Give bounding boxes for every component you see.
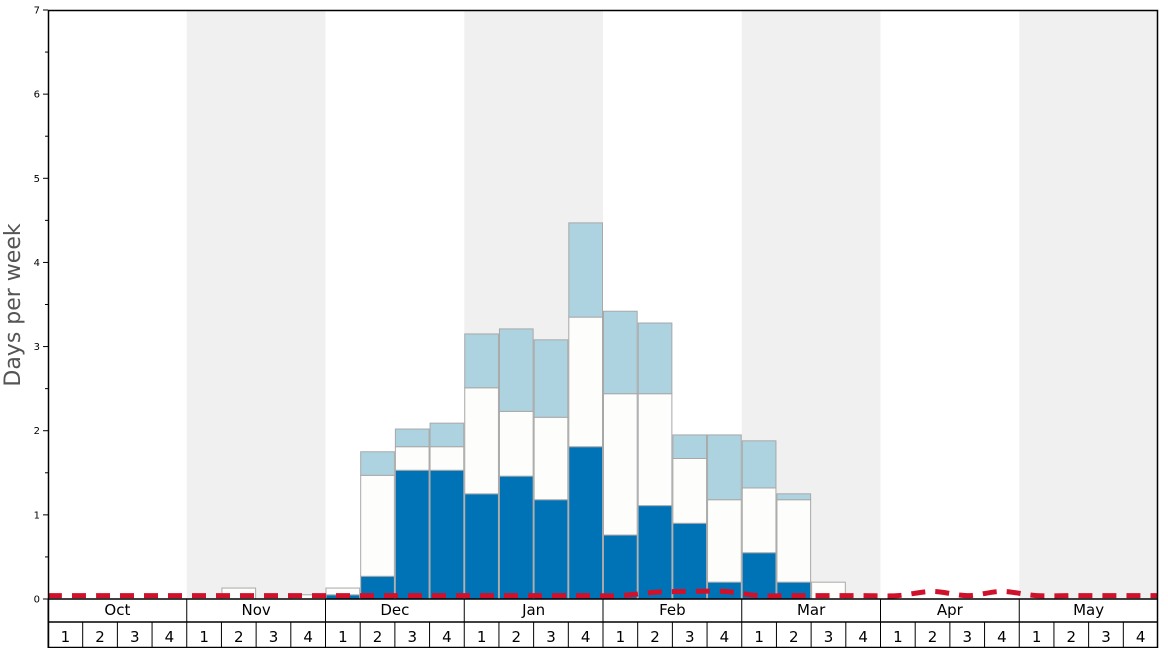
week-label: 2 bbox=[373, 628, 383, 646]
bar-segment-light bbox=[429, 422, 465, 448]
bar-segment-light bbox=[707, 434, 742, 501]
y-tick-label: 0 bbox=[34, 595, 40, 606]
week-label: 1 bbox=[477, 628, 487, 646]
week-label: 3 bbox=[407, 628, 417, 646]
bar-segment-light bbox=[603, 310, 638, 395]
bar-segment-light bbox=[776, 493, 812, 501]
week-label: 4 bbox=[303, 628, 313, 646]
bar-segment-light bbox=[741, 440, 777, 489]
week-label: 1 bbox=[893, 628, 903, 646]
x-axis: Oct Nov Dec Jan Feb Mar Apr May 1 2 3 4 1 2 3 4 1 2 3 4 1 2 3 4… bbox=[47, 598, 1158, 648]
bar-segment-light bbox=[360, 451, 395, 476]
stacked-bars bbox=[221, 222, 846, 600]
week-label: 2 bbox=[928, 628, 938, 646]
y-tick-label: 7 bbox=[34, 6, 40, 17]
bar-segment-dark bbox=[533, 499, 569, 600]
bar-segment-light bbox=[394, 428, 430, 448]
week-label: 1 bbox=[61, 628, 71, 646]
week-label: 4 bbox=[1136, 628, 1146, 646]
bar-segment-white bbox=[464, 387, 499, 495]
bar-segment-dark bbox=[637, 505, 673, 600]
bar-segment-white bbox=[429, 446, 465, 471]
week-label: 1 bbox=[616, 628, 626, 646]
bar-segment-white bbox=[672, 457, 708, 524]
week-label: 2 bbox=[789, 628, 799, 646]
y-tick-label: 2 bbox=[34, 426, 40, 437]
week-label: 3 bbox=[546, 628, 556, 646]
month-band bbox=[1019, 10, 1158, 599]
y-tick-label: 4 bbox=[34, 258, 40, 269]
bar-segment-dark bbox=[672, 522, 708, 600]
bar-segment-white bbox=[360, 474, 395, 577]
week-label: 3 bbox=[962, 628, 972, 646]
bar-segment-white bbox=[568, 316, 603, 448]
bar-segment-white bbox=[776, 499, 812, 583]
bar-segment-light bbox=[672, 434, 708, 459]
week-label: 1 bbox=[1032, 628, 1042, 646]
y-axis: 0 1 2 3 4 5 6 7 bbox=[34, 6, 48, 606]
month-band bbox=[186, 10, 326, 599]
bar-segment-light bbox=[498, 328, 534, 412]
week-label: 2 bbox=[95, 628, 105, 646]
bar-segment-dark bbox=[394, 469, 430, 600]
bar-segment-white bbox=[741, 487, 777, 554]
week-label: 2 bbox=[234, 628, 244, 646]
week-label: 1 bbox=[199, 628, 209, 646]
bar-segment-light bbox=[464, 333, 499, 389]
month-label: Feb bbox=[659, 601, 686, 619]
y-tick-label: 1 bbox=[34, 510, 40, 521]
bar-segment-white bbox=[707, 499, 742, 583]
bar-segment-light bbox=[533, 339, 569, 418]
week-label: 4 bbox=[165, 628, 175, 646]
month-label: Jan bbox=[521, 601, 545, 619]
bar-segment-dark bbox=[603, 534, 638, 600]
bar-segment-dark bbox=[429, 469, 465, 600]
week-label: 4 bbox=[442, 628, 452, 646]
bar-segment-dark bbox=[498, 475, 534, 600]
month-label: Dec bbox=[380, 601, 409, 619]
y-axis-label: Days per week bbox=[1, 223, 26, 386]
month-label: Apr bbox=[937, 601, 964, 619]
month-label: Nov bbox=[241, 601, 270, 619]
week-label: 1 bbox=[754, 628, 764, 646]
dashed-line-series bbox=[48, 588, 1158, 599]
bar-segment-white bbox=[603, 393, 638, 536]
week-label: 3 bbox=[824, 628, 834, 646]
week-label: 2 bbox=[1067, 628, 1077, 646]
bar-segment-white bbox=[637, 393, 673, 507]
y-tick-label: 3 bbox=[34, 342, 40, 353]
week-label: 4 bbox=[581, 628, 591, 646]
bar-segment-white bbox=[533, 416, 569, 501]
bar-segment-dark bbox=[741, 552, 777, 600]
week-label: 3 bbox=[269, 628, 279, 646]
month-label: Oct bbox=[104, 601, 130, 619]
bar-segment-white bbox=[498, 410, 534, 477]
week-label: 2 bbox=[650, 628, 660, 646]
month-label: May bbox=[1073, 601, 1104, 619]
bar-segment-light bbox=[637, 322, 673, 395]
bar-segment-white bbox=[394, 446, 430, 471]
week-label: 3 bbox=[1101, 628, 1111, 646]
bar-segment-dark bbox=[568, 446, 603, 600]
y-tick-label: 5 bbox=[34, 174, 40, 185]
week-label: 1 bbox=[338, 628, 348, 646]
week-label: 3 bbox=[130, 628, 140, 646]
y-tick-label: 6 bbox=[34, 90, 40, 101]
week-label: 2 bbox=[512, 628, 522, 646]
week-label: 4 bbox=[997, 628, 1007, 646]
bar-segment-light bbox=[568, 222, 603, 318]
month-label: Mar bbox=[797, 601, 826, 619]
week-label: 4 bbox=[720, 628, 730, 646]
bar-segment-dark bbox=[464, 493, 499, 600]
week-label: 4 bbox=[858, 628, 868, 646]
week-label: 3 bbox=[685, 628, 695, 646]
